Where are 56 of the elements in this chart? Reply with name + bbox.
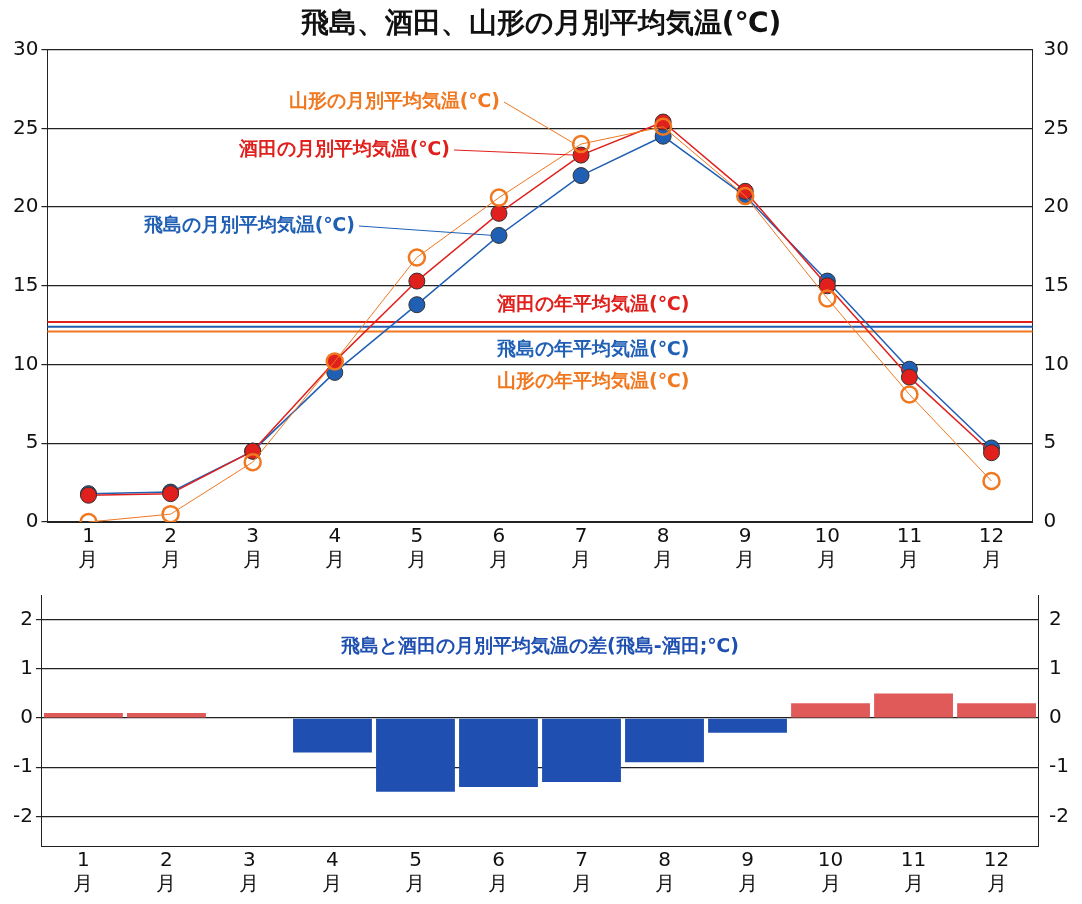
y2-tick-label: 1 [1049, 655, 1062, 680]
x-tick-label: 12月 [983, 847, 1010, 896]
x-tick-label: 10月 [817, 847, 844, 896]
x-tick-label: 4月 [324, 523, 345, 572]
y-tick-label: -2 [12, 802, 33, 827]
y-tick-label: 0 [20, 704, 33, 729]
x-tick-label: 8月 [653, 523, 674, 572]
x-tick-label: 1月 [78, 523, 99, 572]
y2-tick-label: 25 [1043, 114, 1069, 139]
text: 山形の月別平均気温(℃) [288, 88, 500, 111]
y2-tick-label: 15 [1043, 272, 1069, 296]
text: 酒田の月別平均気温(℃) [237, 136, 450, 159]
x-tick-label: 3月 [242, 523, 263, 572]
ref-line-label: 酒田の年平均気温(℃) [496, 291, 690, 314]
x-tick-label: 3月 [239, 847, 260, 896]
x-tick-label: 4月 [322, 847, 343, 896]
x-tick-label: 6月 [488, 847, 509, 896]
x-tick-label: 12月 [978, 523, 1005, 572]
y-tick-label: -1 [12, 753, 33, 778]
x-tick-label: 9月 [737, 847, 758, 896]
y-tick-label: 15 [13, 272, 39, 296]
y-tick-label: 20 [13, 193, 39, 218]
x-tick-label: 2月 [156, 847, 177, 896]
text: 飛島の月別平均気温(℃) [142, 212, 355, 235]
y2-tick-label: 10 [1043, 350, 1069, 375]
y2-tick-label: 30 [1043, 35, 1069, 60]
x-tick-label: 5月 [405, 847, 426, 896]
y-tick-label: 25 [13, 114, 39, 139]
annotation: 飛島と酒田の月別平均気温の差(飛島-酒田;℃) [340, 633, 739, 656]
x-tick-label: 8月 [654, 847, 675, 896]
x-tick-label: 7月 [571, 847, 592, 896]
x-tick-label: 11月 [896, 523, 923, 572]
y2-tick-label: 2 [1049, 605, 1062, 630]
y-tick-label: 10 [13, 350, 39, 375]
y2-tick-label: 0 [1043, 508, 1057, 533]
ref-line-label: 飛島の年平均気温(℃) [496, 336, 690, 359]
y-tick-label: 5 [25, 429, 39, 454]
y-tick-label: 1 [20, 655, 33, 680]
y2-tick-label: 5 [1043, 429, 1057, 454]
x-tick-label: 9月 [735, 523, 756, 572]
x-tick-label: 6月 [488, 523, 509, 572]
x-tick-label: 10月 [814, 523, 841, 572]
y-tick-label: 0 [25, 508, 39, 533]
x-tick-label: 7月 [571, 523, 592, 572]
x-tick-label: 1月 [73, 847, 94, 896]
y2-tick-label: -1 [1049, 753, 1070, 778]
x-tick-label: 2月 [160, 523, 181, 572]
y-tick-label: 2 [20, 605, 33, 630]
y-tick-label: 30 [13, 35, 39, 60]
x-tick-label: 11月 [900, 847, 927, 896]
x-tick-label: 5月 [406, 523, 427, 572]
y2-tick-label: 20 [1043, 193, 1069, 218]
y2-tick-label: 0 [1049, 704, 1062, 729]
y2-tick-label: -2 [1049, 802, 1070, 827]
ref-line-label: 山形の年平均気温(℃) [497, 368, 690, 391]
chart-title: 飛島、酒田、山形の月別平均気温(℃) [299, 6, 782, 40]
